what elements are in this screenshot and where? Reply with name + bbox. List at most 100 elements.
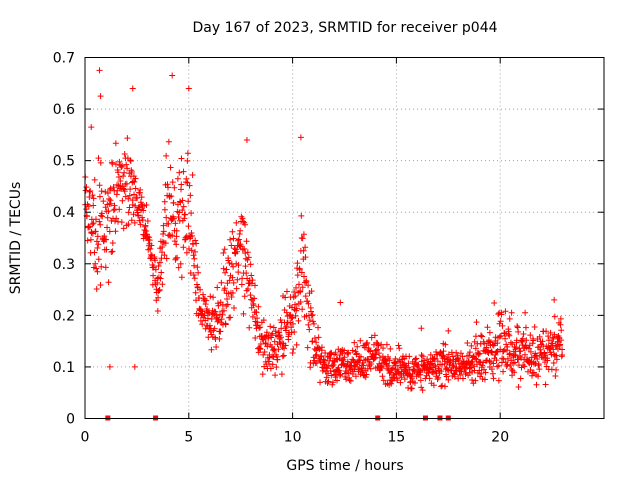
data-point (137, 199, 144, 206)
data-point (183, 249, 190, 256)
data-point (541, 350, 548, 357)
data-point (473, 319, 480, 326)
data-point (89, 192, 96, 199)
data-point (199, 321, 206, 328)
data-point (169, 232, 176, 239)
data-point (150, 272, 157, 279)
data-point (311, 335, 318, 342)
data-point (441, 383, 448, 390)
data-point (92, 260, 99, 267)
data-point (144, 218, 151, 225)
data-point (102, 188, 109, 195)
data-point (330, 379, 337, 386)
data-point (522, 324, 529, 331)
data-point (138, 194, 145, 201)
data-point (248, 272, 255, 279)
data-point (190, 272, 197, 279)
data-point (550, 335, 557, 342)
data-point (94, 233, 101, 240)
data-point (161, 252, 168, 259)
y-tick-label: 0.3 (53, 257, 75, 273)
data-point (504, 355, 511, 362)
data-point (508, 309, 515, 316)
data-point (227, 314, 234, 321)
data-point (336, 367, 343, 374)
data-point (406, 353, 413, 360)
data-point (295, 281, 302, 288)
data-point (148, 242, 155, 249)
data-point (419, 387, 426, 394)
data-point (228, 242, 235, 249)
data-point (278, 371, 285, 378)
data-point (434, 358, 441, 365)
data-point (252, 335, 259, 342)
data-point (298, 269, 305, 276)
data-point (551, 313, 558, 320)
x-tick-label: 15 (387, 430, 405, 446)
data-point (496, 333, 503, 340)
data-point (204, 315, 211, 322)
data-point (293, 305, 300, 312)
data-point (527, 367, 534, 374)
data-point (554, 345, 561, 352)
data-point (125, 209, 132, 216)
data-point (110, 184, 117, 191)
data-point (230, 263, 237, 270)
data-point (253, 309, 260, 316)
data-point (108, 248, 115, 255)
data-point (146, 234, 153, 241)
data-point (189, 232, 196, 239)
data-point (140, 207, 147, 214)
data-point (545, 337, 552, 344)
data-point (189, 172, 196, 179)
data-point (472, 345, 479, 352)
data-point (91, 249, 98, 256)
data-point (267, 365, 274, 372)
data-point (291, 289, 298, 296)
data-point (203, 297, 210, 304)
data-point (347, 377, 354, 384)
data-point (375, 350, 382, 357)
data-point (93, 238, 100, 245)
data-point (168, 193, 175, 200)
data-point (443, 373, 450, 380)
data-point (135, 212, 142, 219)
data-point (405, 360, 412, 367)
data-point (96, 182, 103, 189)
data-point (121, 169, 128, 176)
data-point (238, 281, 245, 288)
data-point (171, 184, 178, 191)
data-point (106, 195, 113, 202)
data-point (379, 373, 386, 380)
data-point (96, 218, 103, 225)
data-point (170, 215, 177, 222)
data-point (522, 309, 529, 316)
data-point (499, 322, 506, 329)
data-point (159, 238, 166, 245)
data-point (229, 274, 236, 281)
data-point (557, 341, 564, 348)
data-point (539, 338, 546, 345)
data-point (469, 377, 476, 384)
data-point (124, 165, 131, 172)
data-point (245, 286, 252, 293)
data-point (418, 325, 425, 332)
data-point (123, 180, 130, 187)
tick-labels: 0 0.1 0.2 0.3 0.4 0.5 0.6 0.7 0 5 10 15 20 (53, 51, 509, 446)
data-point (229, 289, 236, 296)
data-point (357, 337, 364, 344)
data-point (192, 237, 199, 244)
data-point (371, 332, 378, 339)
data-point (152, 257, 159, 264)
data-point (224, 296, 231, 303)
data-point (329, 381, 336, 388)
data-point (380, 377, 387, 384)
data-point (229, 228, 236, 235)
data-point (397, 379, 404, 386)
data-point (186, 182, 193, 189)
data-point (112, 228, 119, 235)
data-point (125, 221, 132, 228)
data-point (431, 355, 438, 362)
x-axis-label: GPS time / hours (286, 458, 403, 474)
data-point (269, 361, 276, 368)
